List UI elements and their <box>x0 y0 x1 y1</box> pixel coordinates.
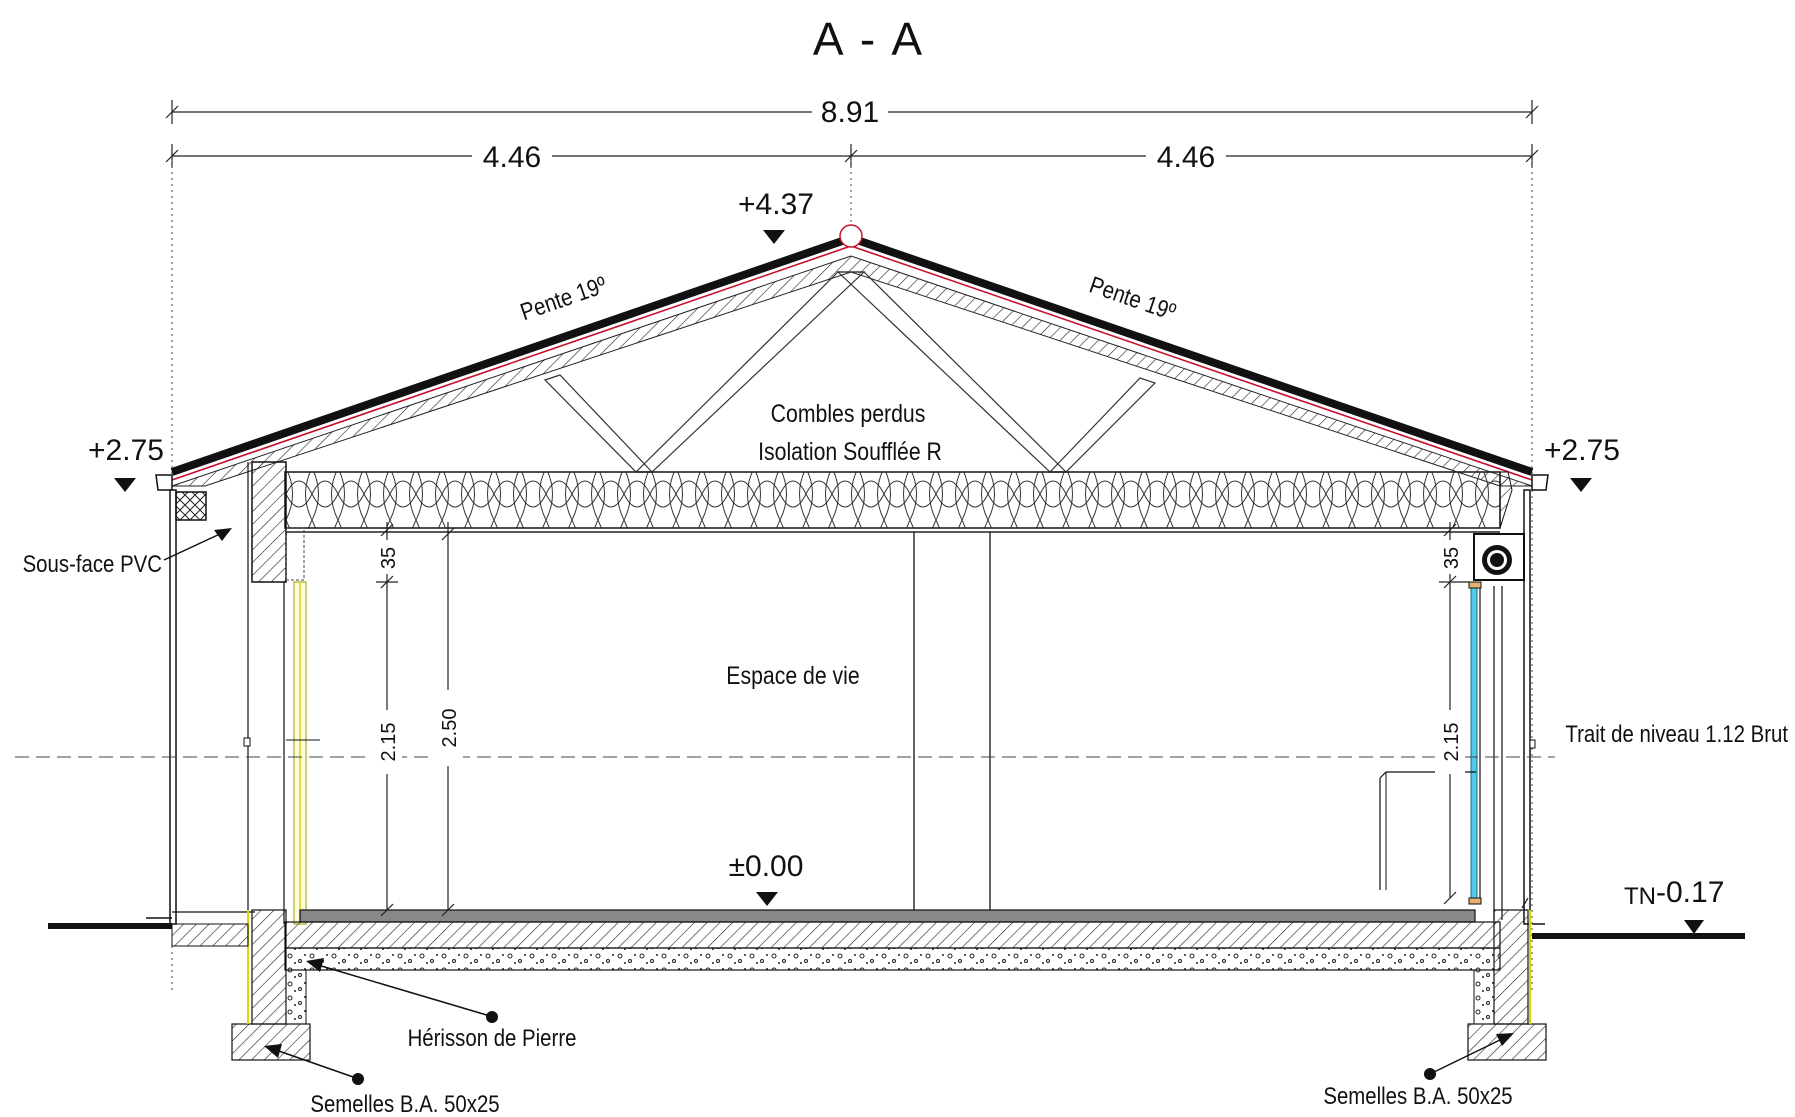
hardcore-layer <box>284 947 1501 971</box>
eave-right-triangle <box>1570 478 1592 492</box>
level-line-annotation: Trait de niveau 1.12 Brut <box>1565 720 1788 747</box>
slope-label-right: Pente 19º <box>1086 271 1179 325</box>
right-dim-215: 2.15 <box>1441 723 1463 762</box>
footing-right <box>1467 1023 1547 1061</box>
left-dim-35: 35 <box>378 547 400 569</box>
ridge-level-label: +4.37 <box>738 188 814 221</box>
ground-level-label: -0.17 <box>1656 876 1724 909</box>
footing-left <box>231 1023 311 1061</box>
floor-level-triangle <box>756 892 778 906</box>
leader-soffit <box>163 528 232 561</box>
ceiling-insulation <box>284 471 1501 529</box>
floor-screed <box>299 909 1476 923</box>
level-markers <box>114 230 1704 934</box>
half-dimension-left: 4.46 <box>483 141 541 174</box>
hardcore-annotation: Hérisson de Pierre <box>408 1024 577 1051</box>
left-dim-250: 2.50 <box>439 709 461 748</box>
soffit-box-left <box>175 491 207 521</box>
right-wall <box>1379 471 1536 925</box>
ridge-cap <box>839 224 863 248</box>
room-label: Espace de vie <box>726 661 859 689</box>
eave-right-level-label: +2.75 <box>1544 434 1620 467</box>
eave-left-level-label: +2.75 <box>88 434 164 467</box>
floor-level-label: ±0.00 <box>729 850 804 883</box>
soffit-annotation: Sous-face PVC <box>23 550 162 577</box>
footing-right-annotation: Semelles B.A. 50x25 <box>1323 1082 1512 1109</box>
attic-label-line1: Combles perdus <box>771 399 926 427</box>
right-dim-35: 35 <box>1441 547 1463 569</box>
leader-footing-left <box>264 1044 364 1085</box>
overall-dimension-label: 8.91 <box>821 96 879 129</box>
leader-hardcore <box>306 958 498 1023</box>
interior-partition <box>913 532 991 910</box>
window-glazing <box>1470 585 1478 899</box>
leader-footing-right <box>1424 1033 1514 1080</box>
eave-left-triangle <box>114 478 136 492</box>
ground-line <box>48 917 1745 939</box>
attic-label-line2: Isolation Soufflée R <box>758 437 942 465</box>
ridge-level-triangle <box>763 230 785 244</box>
left-wall <box>169 461 320 925</box>
ground-level-prefix: TN <box>1624 883 1656 910</box>
footing-left-annotation: Semelles B.A. 50x25 <box>310 1090 499 1117</box>
gutter-left <box>155 474 173 491</box>
left-dim-215: 2.15 <box>378 723 400 762</box>
ground-level-triangle <box>1684 920 1704 934</box>
drawing-title: A - A <box>813 13 925 65</box>
foundation <box>171 897 1547 1061</box>
slope-label-left: Pente 19º <box>517 271 610 325</box>
left-ring-beam <box>251 461 287 583</box>
half-dimensions <box>165 144 1539 168</box>
gutter-right <box>1531 474 1549 491</box>
slab <box>284 921 1501 949</box>
half-dimension-right: 4.46 <box>1157 141 1215 174</box>
